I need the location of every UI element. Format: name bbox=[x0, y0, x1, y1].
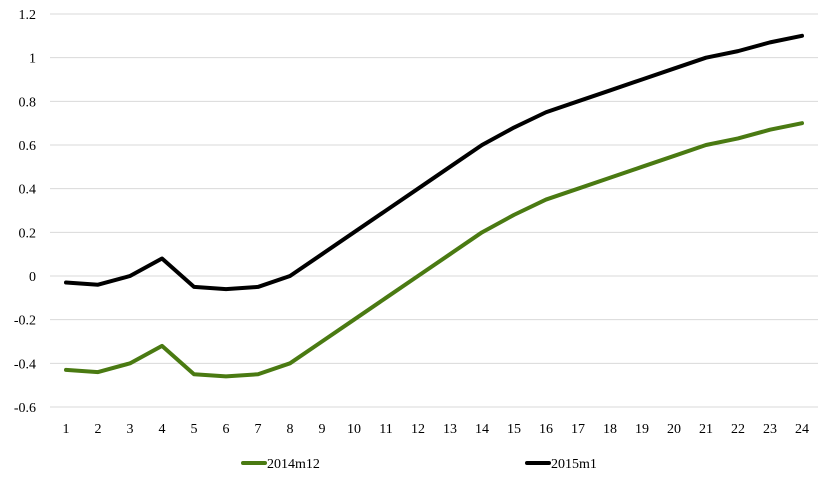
x-tick-label: 4 bbox=[159, 422, 166, 437]
series-lines bbox=[64, 33, 804, 379]
x-tick-label: 9 bbox=[319, 422, 326, 437]
y-tick-label: 1.2 bbox=[19, 8, 37, 23]
x-tick-label: 13 bbox=[443, 422, 457, 437]
y-tick-label: 0.8 bbox=[19, 95, 37, 110]
x-tick-label: 24 bbox=[795, 422, 809, 437]
x-tick-label: 1 bbox=[63, 422, 70, 437]
y-tick-label: 0 bbox=[29, 270, 36, 285]
y-tick-label: -0.4 bbox=[14, 357, 36, 372]
y-tick-label: 0.2 bbox=[19, 226, 37, 241]
x-tick-label: 7 bbox=[255, 422, 262, 437]
y-axis-tick-labels: -0.6 -0.4 -0.2 0 0.2 0.4 0.6 0.8 1 1.2 bbox=[14, 8, 36, 416]
y-tick-label: -0.2 bbox=[14, 314, 36, 329]
x-tick-label: 15 bbox=[507, 422, 521, 437]
x-tick-label: 22 bbox=[731, 422, 745, 437]
legend: 2014m12 2015m1 bbox=[241, 457, 597, 472]
legend-label: 2015m1 bbox=[551, 457, 597, 472]
x-tick-label: 23 bbox=[763, 422, 777, 437]
x-tick-label: 17 bbox=[571, 422, 585, 437]
x-tick-label: 3 bbox=[127, 422, 134, 437]
x-axis-tick-labels: 1 2 3 4 5 6 7 8 9 10 11 12 13 14 15 16 17 18 19 20 21 22 23 24 bbox=[63, 422, 810, 437]
legend-label: 2014m12 bbox=[267, 457, 320, 472]
y-tick-label: 0.4 bbox=[19, 183, 37, 198]
x-tick-label: 5 bbox=[191, 422, 198, 437]
gridlines bbox=[50, 13, 818, 408]
x-tick-label: 8 bbox=[287, 422, 294, 437]
x-tick-label: 16 bbox=[539, 422, 553, 437]
x-tick-label: 14 bbox=[475, 422, 489, 437]
series-line-2015m1 bbox=[64, 33, 804, 292]
x-tick-label: 2 bbox=[95, 422, 102, 437]
x-tick-label: 20 bbox=[667, 422, 681, 437]
y-tick-label: 0.6 bbox=[19, 139, 37, 154]
x-tick-label: 11 bbox=[379, 422, 392, 437]
x-tick-label: 18 bbox=[603, 422, 617, 437]
x-tick-label: 21 bbox=[699, 422, 713, 437]
x-tick-label: 19 bbox=[635, 422, 649, 437]
x-tick-label: 6 bbox=[223, 422, 230, 437]
x-tick-label: 12 bbox=[411, 422, 425, 437]
y-tick-label: 1 bbox=[29, 52, 36, 67]
y-tick-label: -0.6 bbox=[14, 401, 36, 416]
x-tick-label: 10 bbox=[347, 422, 361, 437]
series-line-2014m12 bbox=[64, 121, 804, 379]
